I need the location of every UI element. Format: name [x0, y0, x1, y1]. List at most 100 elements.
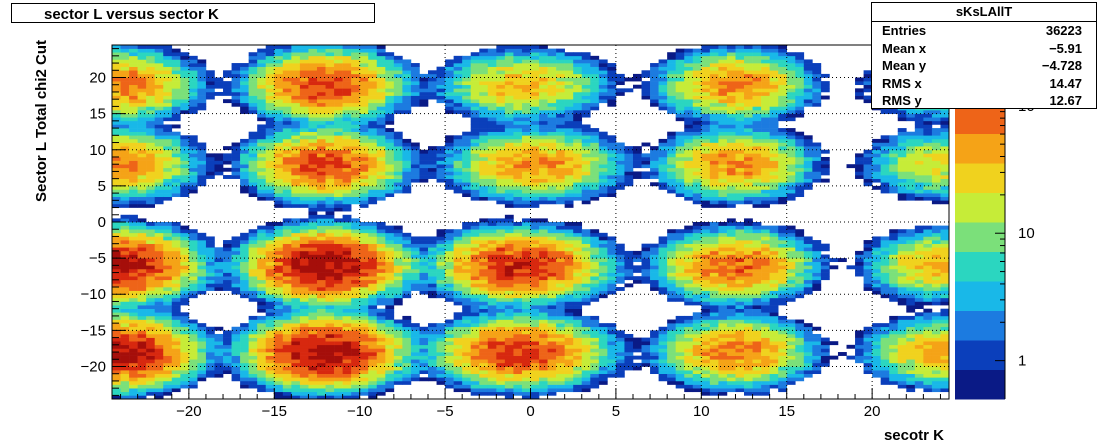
heatmap-cell — [607, 63, 617, 67]
heatmap-cell — [308, 283, 318, 288]
heatmap-cell — [453, 254, 463, 259]
heatmap-cell — [120, 52, 130, 57]
heatmap-cell — [598, 283, 608, 288]
heatmap-cell — [479, 178, 489, 183]
heatmap-cell — [521, 344, 531, 349]
heatmap-cell — [282, 384, 292, 389]
heatmap-cell — [291, 312, 301, 317]
heatmap-cell — [316, 66, 326, 71]
heatmap-cell — [316, 91, 326, 96]
heatmap-cell — [248, 171, 258, 176]
heatmap-cell — [376, 341, 386, 346]
heatmap-cell — [556, 341, 565, 346]
heatmap-cell — [564, 287, 574, 291]
heatmap-cell — [334, 113, 343, 118]
heatmap-cell — [137, 359, 147, 364]
heatmap-cell — [214, 366, 224, 371]
heatmap-cell — [291, 171, 301, 176]
heatmap-cell — [308, 117, 318, 122]
heatmap-cell — [240, 73, 249, 78]
heatmap-cell — [650, 66, 659, 71]
heatmap-cell — [282, 63, 292, 67]
heatmap-cell — [299, 254, 309, 259]
heatmap-cell — [325, 315, 335, 320]
heatmap-cell — [487, 164, 497, 169]
heatmap-cell — [240, 370, 249, 375]
heatmap-cell — [240, 326, 249, 331]
heatmap-cell — [359, 247, 369, 252]
heatmap-cell — [445, 171, 454, 176]
heatmap-cell — [265, 250, 275, 255]
heatmap-cell — [171, 55, 181, 60]
heatmap-cell — [479, 59, 489, 64]
heatmap-cell — [223, 333, 232, 338]
heatmap-cell — [334, 359, 343, 364]
heatmap-cell — [291, 164, 301, 169]
heatmap-cell — [146, 77, 155, 82]
heatmap-cell — [376, 333, 386, 338]
heatmap-cell — [436, 290, 446, 295]
heatmap-cell — [479, 297, 489, 302]
heatmap-cell — [265, 175, 275, 179]
heatmap-cell — [282, 193, 292, 198]
heatmap-cell — [274, 193, 284, 198]
heatmap-cell — [393, 323, 403, 328]
heatmap-cell — [351, 348, 360, 353]
heatmap-cell — [470, 153, 480, 158]
heatmap-cell — [274, 164, 284, 169]
heatmap-cell — [419, 348, 429, 353]
heatmap-cell — [163, 312, 173, 317]
heatmap-cell — [453, 290, 463, 295]
heatmap-cell — [223, 167, 232, 172]
heatmap-cell — [257, 337, 267, 342]
heatmap-cell — [265, 301, 275, 306]
heatmap-cell — [530, 84, 540, 89]
heatmap-cell — [402, 185, 412, 190]
heatmap-cell — [393, 333, 403, 338]
heatmap-cell — [376, 160, 386, 165]
heatmap-cell — [521, 330, 531, 335]
heatmap-cell — [359, 326, 369, 331]
heatmap-cell — [513, 73, 523, 78]
heatmap-cell — [146, 189, 155, 194]
heatmap-cell — [436, 73, 446, 78]
heatmap-cell — [137, 391, 147, 396]
heatmap-cell — [368, 377, 378, 382]
heatmap-cell — [137, 189, 147, 194]
heatmap-cell — [650, 95, 659, 100]
heatmap-cell — [504, 370, 514, 375]
heatmap-cell — [129, 337, 138, 342]
heatmap-cell — [163, 380, 173, 385]
heatmap-cell — [453, 272, 463, 277]
heatmap-cell — [180, 301, 190, 306]
heatmap-cell — [291, 395, 301, 400]
heatmap-cell — [590, 185, 600, 190]
heatmap-cell — [632, 250, 642, 255]
heatmap-cell — [137, 55, 147, 60]
heatmap-cell — [650, 167, 659, 172]
heatmap-cell — [479, 193, 489, 198]
heatmap-cell — [573, 81, 583, 86]
heatmap-cell — [171, 315, 181, 320]
heatmap-cell — [470, 91, 480, 96]
heatmap-cell — [445, 254, 454, 259]
heatmap-cell — [428, 294, 437, 299]
heatmap-cell — [402, 250, 412, 255]
heatmap-cell — [154, 138, 164, 143]
heatmap-cell — [154, 153, 164, 158]
heatmap-cell — [470, 131, 480, 136]
heatmap-cell — [112, 203, 121, 208]
heatmap-cell — [479, 229, 489, 234]
heatmap-cell — [564, 59, 574, 64]
heatmap-cell — [146, 66, 155, 71]
heatmap-cell — [163, 81, 173, 86]
heatmap-cell — [445, 268, 454, 273]
heatmap-cell — [334, 149, 343, 154]
heatmap-cell — [351, 279, 360, 284]
heatmap-cell — [265, 45, 275, 49]
heatmap-cell — [479, 333, 489, 338]
heatmap-cell — [257, 185, 267, 190]
heatmap-cell — [547, 131, 557, 136]
heatmap-cell — [530, 377, 540, 382]
heatmap-cell — [112, 272, 121, 277]
